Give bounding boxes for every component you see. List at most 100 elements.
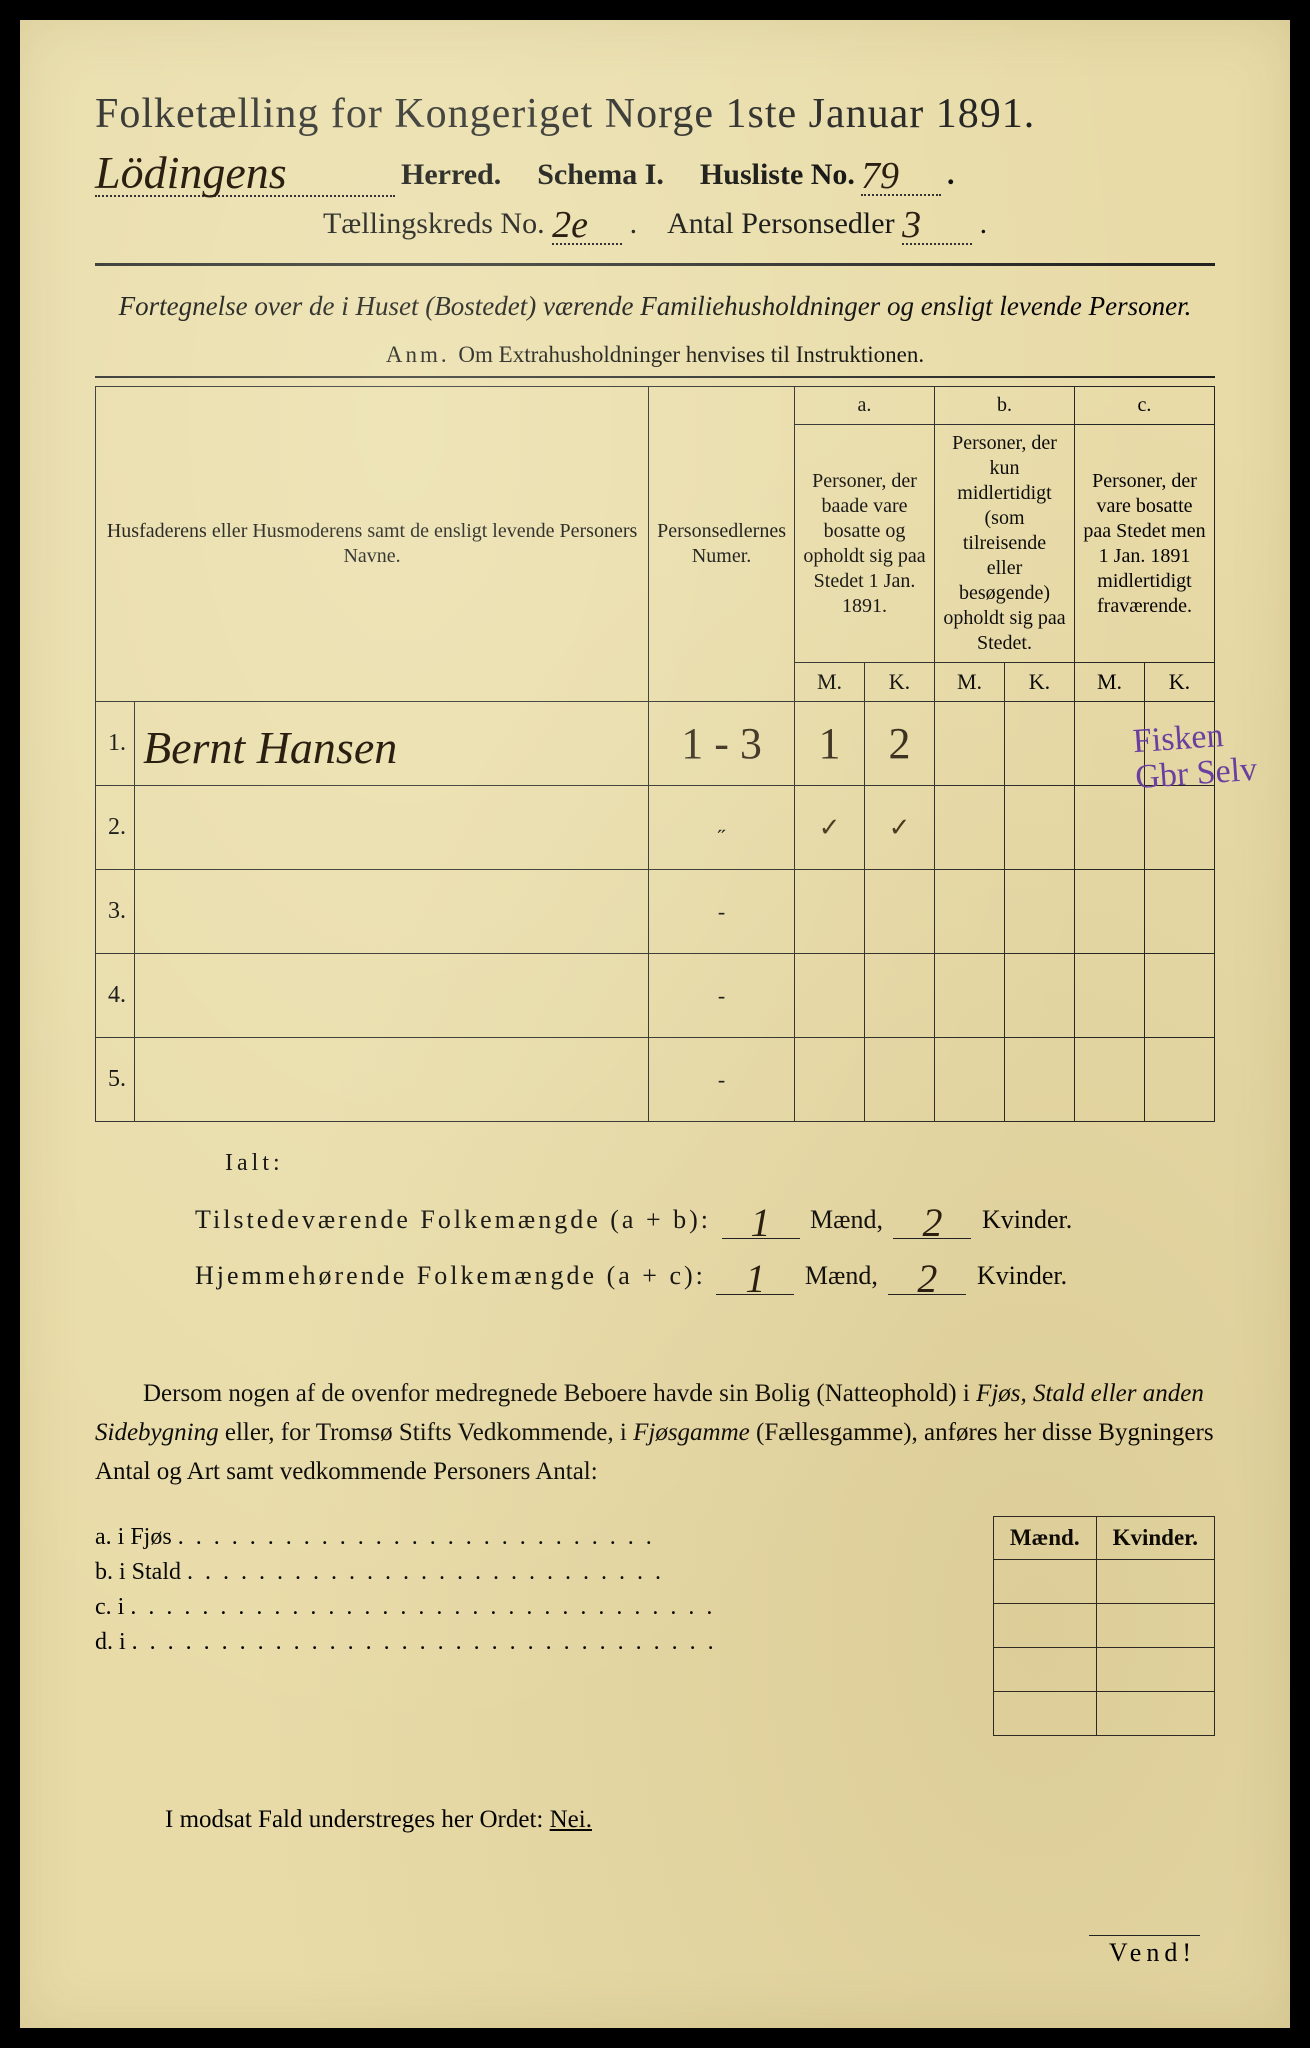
total-ac-k: 2 [917,1255,937,1302]
antal-field: 3 [902,199,972,245]
col-a-text: Personer, der baade vare bosatte og opho… [795,425,935,663]
col-a-label: a. [795,387,935,425]
husliste-field: 79 [861,150,941,196]
b-k-cell [1005,954,1075,1038]
husliste-value: 79 [861,154,899,198]
vend-label: Vend! [1089,1935,1200,1968]
kreds-label: Tællingskreds No. [323,207,545,240]
divider [95,263,1215,266]
col-m: M. [935,663,1005,702]
table-row: 5. - [96,1038,1215,1122]
a-m-cell [795,954,865,1038]
schema-label: Schema I. [537,158,664,192]
a-k-cell: ✓ [865,786,935,870]
husliste-label: Husliste No. [700,158,855,192]
herred-label: Herred. [401,158,501,192]
name-cell [135,870,649,954]
a-m-cell [795,870,865,954]
c-k-cell [1145,1038,1215,1122]
col-numer: Personsedlernes Numer. [649,387,795,702]
table-row: 1.Bernt Hansen1 - 312 [96,702,1215,786]
a-k-cell [865,1038,935,1122]
mk-cell [993,1691,1096,1735]
total-ac-m: 1 [745,1255,765,1302]
mk-kvinder: Kvinder. [1096,1516,1214,1559]
col-c-text: Personer, der vare bosatte paa Stedet me… [1075,425,1215,663]
mk-cell [993,1559,1096,1603]
table-row: 2.˶✓✓ [96,786,1215,870]
sublist-row-d: d. i . . . . . . . . . . . . . . . . . .… [95,1629,987,1656]
mk-cell [1096,1559,1214,1603]
mk-cell [993,1647,1096,1691]
b-m-cell [935,870,1005,954]
a-m-cell: ✓ [795,786,865,870]
mk-cell [1096,1603,1214,1647]
a-m-cell [795,1038,865,1122]
col-k: K. [1005,663,1075,702]
antal-value: 3 [902,203,921,247]
table-row: 3.- [96,870,1215,954]
col-m: M. [795,663,865,702]
header: Folketælling for Kongeriget Norge 1ste J… [95,90,1215,245]
sublist-row-b: b. i Stald . . . . . . . . . . . . . . .… [95,1559,987,1586]
census-table: Husfaderens eller Husmoderens samt de en… [95,386,1215,1122]
name-cell [135,1038,649,1122]
totals-line-1: Tilstedeværende Folkemængde (a + b): 1 M… [195,1191,1215,1239]
b-m-cell [935,954,1005,1038]
row-number: 1. [96,702,135,786]
b-k-cell [1005,702,1075,786]
c-m-cell [1075,954,1145,1038]
kreds-field: 2e [552,199,622,245]
c-k-cell [1145,870,1215,954]
c-m-cell [1075,1038,1145,1122]
row-number: 2. [96,786,135,870]
totals-block: Ialt: Tilstedeværende Folkemængde (a + b… [95,1150,1215,1295]
b-m-cell [935,702,1005,786]
name-cell [135,954,649,1038]
antal-label: Antal Personsedler [667,207,894,240]
col-m: M. [1075,663,1145,702]
building-sublist: a. i Fjøs . . . . . . . . . . . . . . . … [95,1516,1215,1736]
herred-value: Lödingens [95,146,287,199]
sublist-row-c: c. i . . . . . . . . . . . . . . . . . .… [95,1594,987,1621]
a-k-cell: 2 [865,702,935,786]
total-ab-m: 1 [751,1199,771,1246]
total-ab-k: 2 [922,1199,942,1246]
b-m-cell [935,786,1005,870]
col-k: K. [1145,663,1215,702]
instructions-paragraph: Dersom nogen af de ovenfor medregnede Be… [95,1375,1215,1491]
table-row: 4.- [96,954,1215,1038]
c-m-cell [1075,786,1145,870]
totals-line-2: Hjemmehørende Folkemængde (a + c): 1 Mæn… [195,1247,1215,1295]
name-cell: Bernt Hansen [135,702,649,786]
page-title: Folketælling for Kongeriget Norge 1ste J… [95,90,1215,138]
name-cell [135,786,649,870]
mk-cell [1096,1647,1214,1691]
ialt-label: Ialt: [225,1150,1215,1177]
col-k: K. [865,663,935,702]
kreds-value: 2e [552,203,588,247]
numer-cell: - [649,870,795,954]
c-m-cell [1075,870,1145,954]
nei-word: Nei. [550,1806,592,1833]
c-k-cell [1145,954,1215,1038]
margin-annotation: Fisken Gbr Selv [1132,716,1259,796]
col-c-label: c. [1075,387,1215,425]
a-m-cell: 1 [795,702,865,786]
b-m-cell [935,1038,1005,1122]
census-form-page: Folketælling for Kongeriget Norge 1ste J… [20,20,1290,2028]
col-names: Husfaderens eller Husmoderens samt de en… [96,387,649,702]
mk-cell [993,1603,1096,1647]
b-k-cell [1005,1038,1075,1122]
sublist-row-a: a. i Fjøs . . . . . . . . . . . . . . . … [95,1524,987,1551]
mk-maend: Mænd. [993,1516,1096,1559]
mk-cell [1096,1691,1214,1735]
anm-line: Anm. Om Extrahusholdninger henvises til … [95,342,1215,368]
numer-cell: - [649,1038,795,1122]
mk-table: Mænd.Kvinder. [993,1516,1215,1736]
a-k-cell [865,954,935,1038]
herred-field: Lödingens [95,142,395,197]
numer-cell: - [649,954,795,1038]
subtitle: Fortegnelse over de i Huset (Bostedet) v… [95,288,1215,324]
row-number: 5. [96,1038,135,1122]
